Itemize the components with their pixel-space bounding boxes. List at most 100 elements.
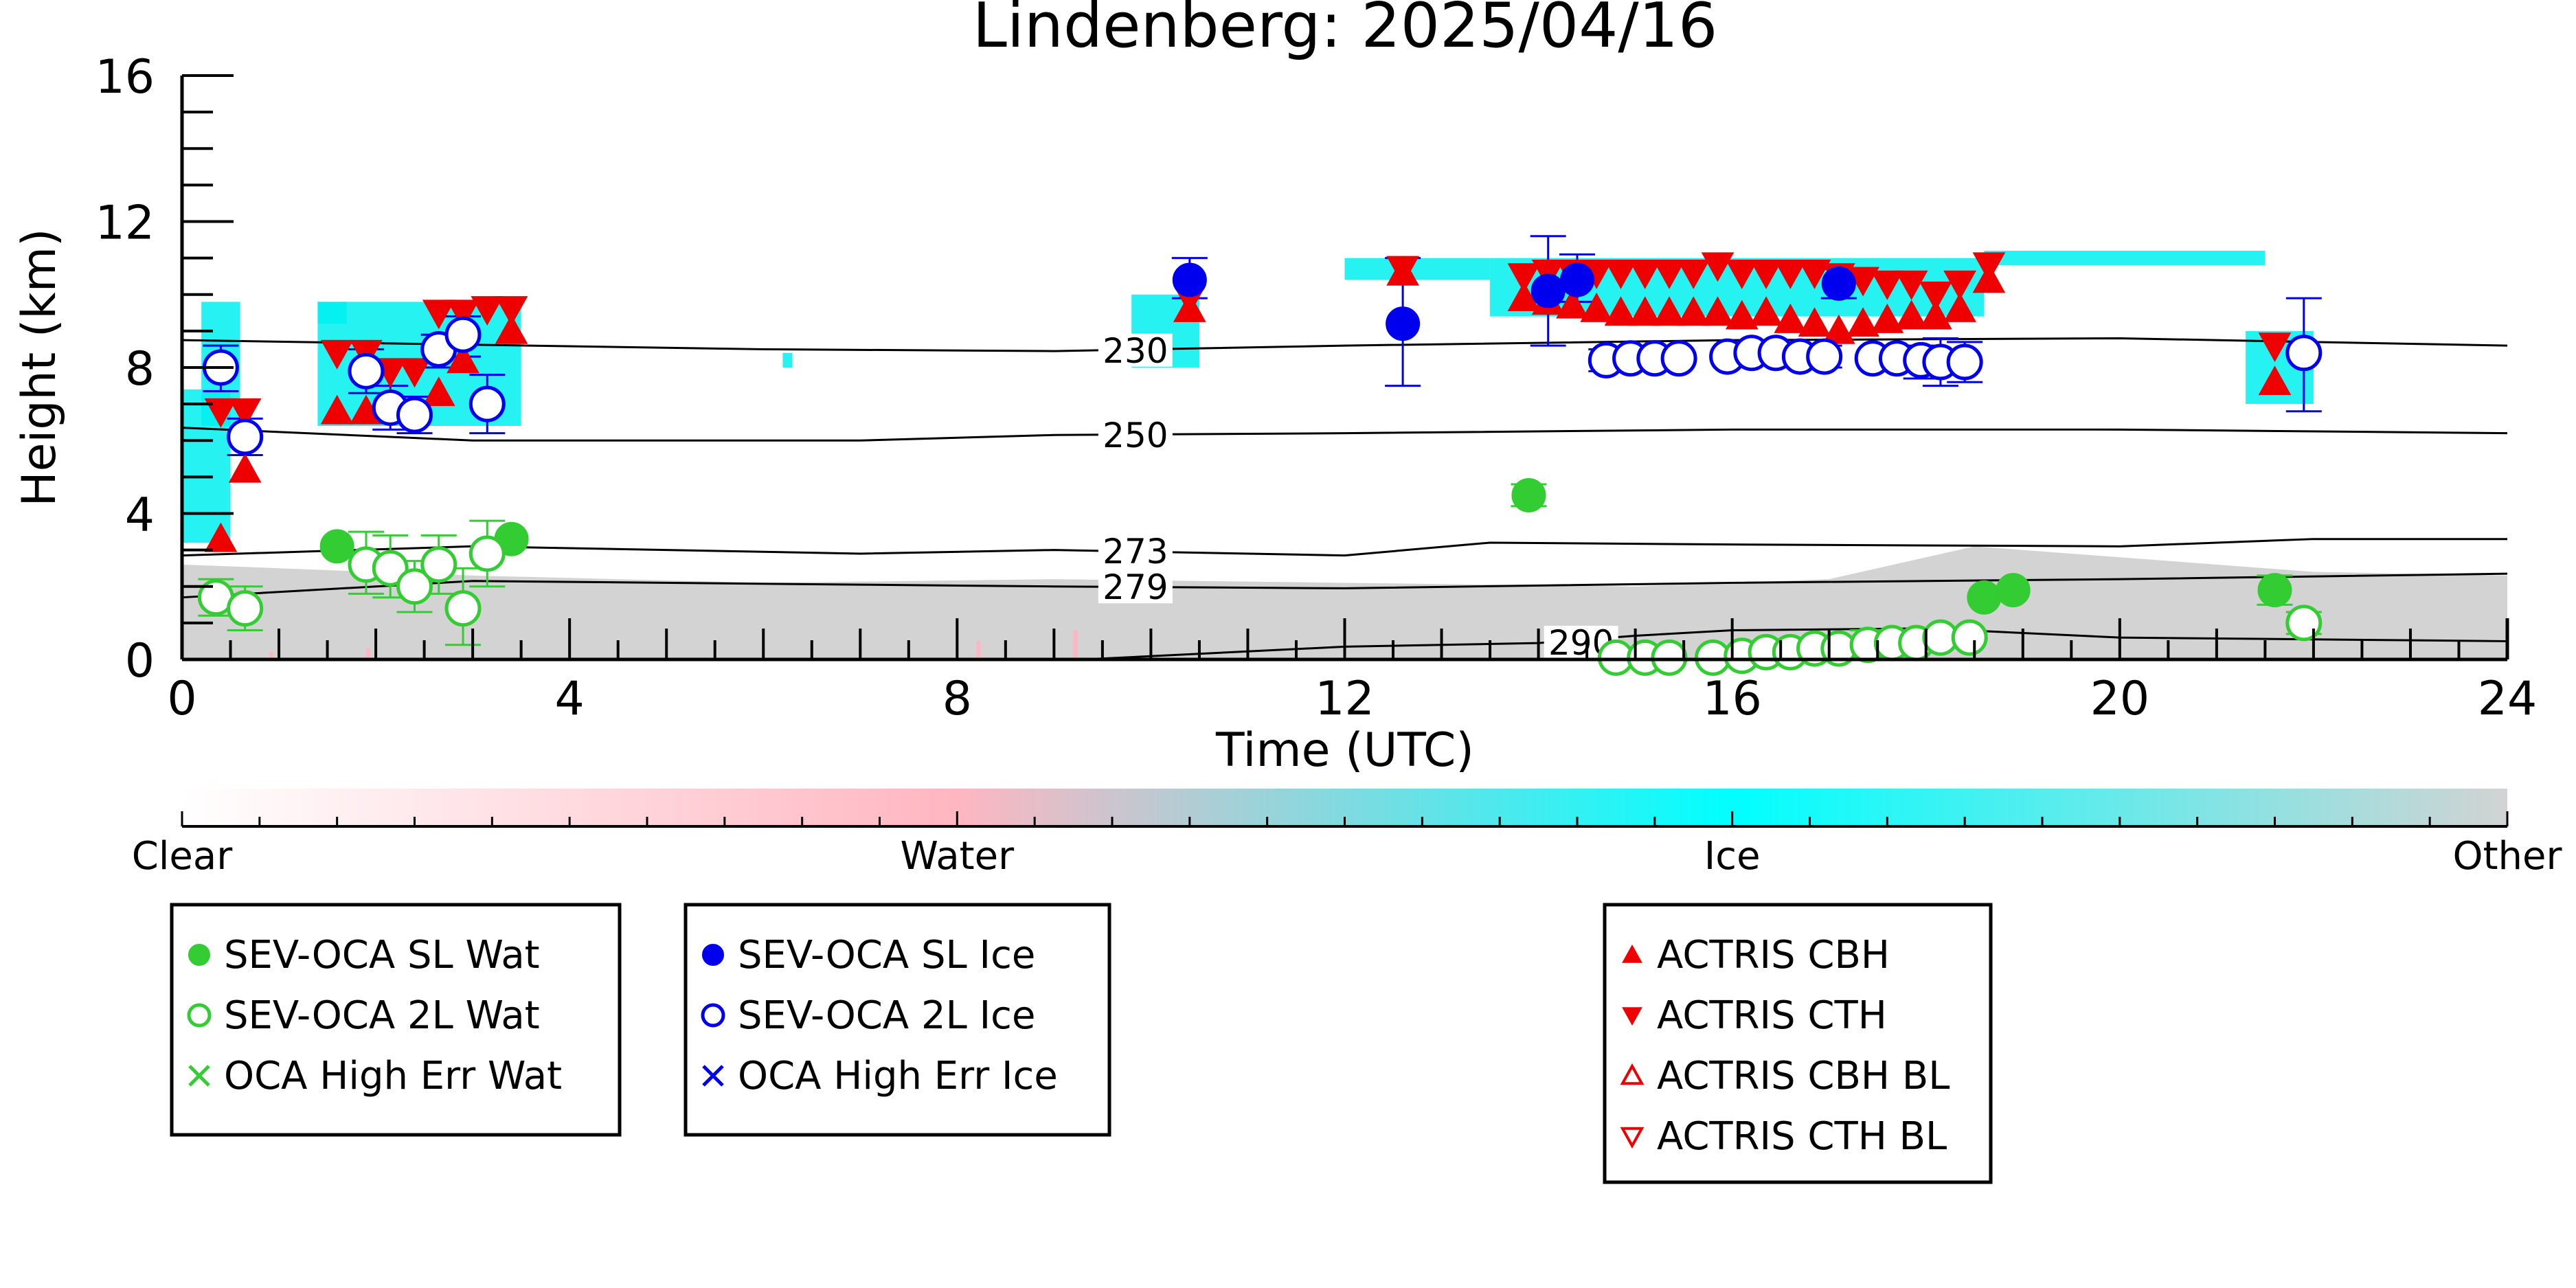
x-tick-label: 24	[2478, 672, 2538, 726]
sev-oca-2l-wat-point	[468, 535, 506, 572]
actris-cbh-point	[447, 343, 479, 374]
x-tick-label: 12	[1315, 672, 1375, 726]
actris-cth-point	[1628, 259, 1662, 289]
sev-oca-sl-wat-legend-label: SEV-OCA SL Wat	[224, 933, 540, 978]
legend-frame	[170, 903, 622, 1137]
sev-oca-2l-ice-point	[2285, 335, 2323, 372]
x-tick-label: 16	[1702, 672, 1762, 726]
actris-cbh-bl-legend-label: ACTRIS CBH BL	[1657, 1054, 1950, 1098]
actris-cth-point	[204, 398, 238, 428]
actris-cbh-point	[422, 376, 455, 407]
oca-high-err-wat-legend-marker	[188, 1065, 210, 1087]
isotherm-label-background	[1098, 418, 1173, 451]
water-category-streak	[976, 641, 981, 659]
actris-cbh-bl-legend-marker	[1620, 1063, 1645, 1085]
water-category-streak	[365, 648, 370, 659]
y-tick-label: 0	[125, 634, 155, 688]
actris-cth-point	[1895, 270, 1928, 300]
actris-cth-point	[1386, 256, 1419, 286]
isotherm-label: 250	[1103, 416, 1168, 455]
sev-oca-sl-ice-point	[1386, 306, 1421, 341]
ice-category-region	[1984, 251, 2266, 266]
isotherm-label-background	[1098, 333, 1173, 367]
actris-cbh-point	[1628, 296, 1662, 326]
sev-oca-2l-wat-point	[1951, 619, 1988, 656]
y-tick-label: 16	[95, 50, 155, 104]
x-tick-label: 0	[167, 672, 196, 726]
y-tick-label: 8	[125, 342, 155, 396]
plot-background	[182, 251, 2507, 659]
actris-cbh-point	[320, 394, 354, 425]
sev-oca-sl-ice-point	[1172, 262, 1207, 297]
actris-cth-point	[228, 398, 262, 428]
sev-oca-2l-ice-point	[444, 316, 482, 353]
sev-oca-sl-wat-legend-marker	[188, 944, 210, 966]
actris-cth-bl-legend-marker	[1620, 1127, 1645, 1149]
sev-oca-sl-wat-point	[2257, 573, 2292, 608]
sev-oca-2l-ice-point	[1946, 343, 1983, 381]
colorbar: Clear Water Ice Other	[132, 789, 2562, 879]
actris-cth-point	[1919, 281, 1952, 311]
actris-cbh-point	[1822, 314, 1855, 344]
oca-high-err-ice-legend-marker	[702, 1065, 724, 1087]
actris-cth-point	[1701, 252, 1735, 282]
actris-cth-legend-label: ACTRIS CTH	[1657, 993, 1887, 1038]
actris-cbh-point	[1677, 296, 1710, 326]
actris-cbh-point	[1943, 292, 1976, 322]
oca-high-err-wat-legend-label: OCA High Err Wat	[224, 1054, 562, 1098]
sev-oca-2l-wat-point	[1651, 639, 1688, 676]
sev-oca-2l-ice-point	[468, 385, 506, 422]
actris-cbh-point	[1871, 303, 1904, 333]
isotherm-line	[181, 538, 2507, 557]
isotherm-line	[1083, 627, 2508, 661]
x-stroke	[702, 1065, 724, 1087]
chart-title: Lindenberg: 2025/04/16	[973, 0, 1717, 62]
x-tick-label: 20	[2090, 672, 2150, 726]
sev-oca-sl-wat-point	[1511, 477, 1546, 512]
actris-cbh-point	[1774, 303, 1807, 333]
sev-oca-2l-wat-point	[420, 546, 457, 583]
y-axis-label: Height (km)	[12, 228, 67, 506]
sev-oca-2l-ice-legend-label: SEV-OCA 2L Ice	[738, 993, 1035, 1038]
colorbar-label: Ice	[1704, 834, 1761, 879]
x-stroke	[188, 1065, 210, 1087]
legend-box: SEV-OCA SL Ice SEV-OCA 2L Ice OCA High Err…	[683, 903, 1111, 1137]
isotherm-label-background	[1098, 534, 1173, 567]
actris-cth-point	[1798, 259, 1831, 289]
oca-high-err-ice-legend-label: OCA High Err Ice	[738, 1054, 1058, 1098]
actris-cbh-point	[2258, 365, 2292, 396]
y-tick-label: 12	[95, 196, 155, 251]
legend: SEV-OCA SL Wat SEV-OCA 2L Wat OCA High Err…	[170, 903, 1993, 1184]
legend-frame	[683, 903, 1111, 1137]
sev-oca-sl-wat-point	[319, 529, 354, 564]
sev-oca-2l-ice-point	[348, 352, 385, 389]
data-markers	[197, 252, 2323, 676]
actris-cbh-point	[1750, 296, 1783, 326]
sev-oca-sl-ice-legend-label: SEV-OCA SL Ice	[738, 933, 1035, 978]
water-category-streak	[269, 652, 273, 659]
actris-cth-point	[1972, 252, 2006, 282]
actris-cth-point	[1943, 270, 1976, 300]
x-tick-label: 8	[942, 672, 972, 726]
ice-category-region	[1344, 258, 1491, 280]
actris-cbh-point	[495, 314, 528, 344]
actris-cbh-point	[1580, 292, 1614, 322]
actris-cbh-point	[1846, 307, 1879, 337]
actris-cth-bl-legend-label: ACTRIS CTH BL	[1657, 1114, 1947, 1159]
actris-cbh-point	[1895, 300, 1928, 330]
isotherm-line	[181, 337, 2508, 352]
sev-oca-2l-wat-legend-label: SEV-OCA 2L Wat	[224, 993, 540, 1038]
sev-oca-2l-ice-point	[227, 418, 264, 455]
actris-cbh-point	[1653, 296, 1686, 326]
actris-cbh-point	[1701, 296, 1735, 326]
ice-category-region	[782, 352, 793, 368]
actris-cth-point	[495, 296, 528, 326]
sev-oca-sl-ice-point	[1560, 262, 1594, 297]
actris-cth-point	[1725, 259, 1759, 289]
colorbar-label: Other	[2452, 834, 2562, 879]
legend-frame	[1603, 903, 1993, 1184]
sev-oca-sl-wat-point	[1967, 580, 2002, 615]
actris-cth-point	[1871, 270, 1904, 300]
